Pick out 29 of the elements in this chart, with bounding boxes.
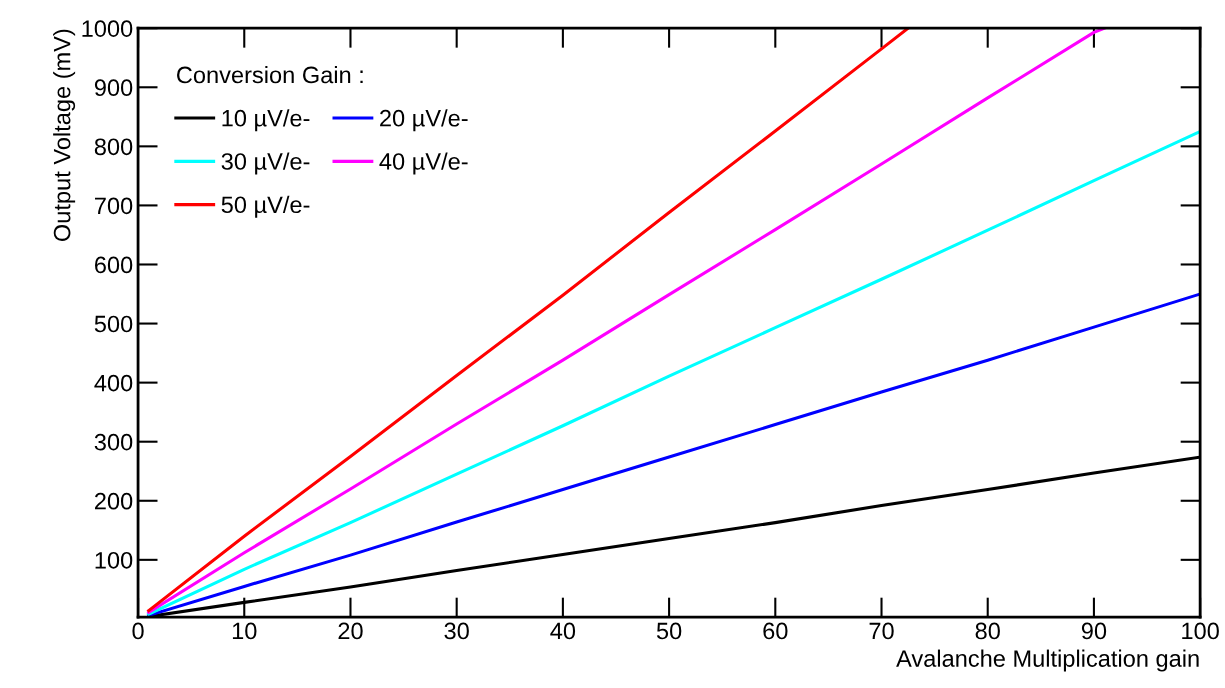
legend-label: 20 µV/e- (380, 109, 468, 132)
y-tick-label: 200 (94, 492, 133, 510)
legend-label: 10 µV/e- (222, 109, 310, 132)
x-tick-label: 50 (656, 622, 682, 640)
x-tick-label: 0 (132, 622, 144, 640)
x-tick-label: 80 (975, 622, 1000, 640)
y-tick-label: 500 (94, 315, 133, 333)
y-tick-label: 600 (95, 256, 133, 274)
x-tick-label: 100 (1182, 622, 1219, 640)
x-tick-label: 90 (1081, 622, 1107, 640)
legend-title: Conversion Gain : (177, 65, 363, 84)
x-axis-title: Avalanche Multiplication gain (896, 649, 1199, 672)
legend-label: 50 µV/e- (221, 195, 310, 218)
x-tick-label: 30 (444, 622, 469, 640)
y-tick-label: 800 (94, 138, 133, 156)
x-tick-label: 20 (338, 622, 363, 640)
y-tick-label: 300 (94, 433, 133, 451)
x-tick-label: 10 (232, 622, 257, 640)
y-axis-title: Output Voltage (mV) (53, 29, 76, 241)
y-tick-label: 1000 (82, 20, 133, 37)
y-tick-label: 100 (95, 551, 133, 569)
y-tick-label: 400 (94, 374, 133, 392)
y-tick-label: 700 (95, 197, 133, 215)
legend-label: 40 µV/e- (379, 152, 468, 175)
x-tick-label: 70 (869, 622, 894, 640)
y-tick-label: 900 (94, 79, 133, 97)
x-tick-label: 60 (763, 622, 788, 640)
x-tick-label: 40 (550, 622, 576, 640)
legend-label: 30 µV/e- (221, 152, 310, 175)
